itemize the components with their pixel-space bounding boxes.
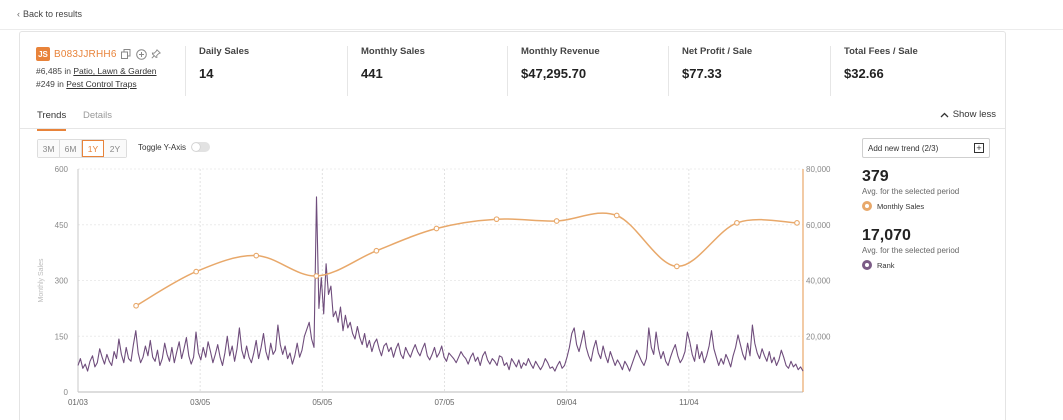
toggle-y-axis-label: Toggle Y-Axis [138, 143, 187, 152]
plus-square-icon: + [974, 143, 984, 153]
monthly-sales-point [613, 212, 620, 219]
metric-label: Daily Sales [199, 46, 250, 57]
y-left-tick-label: 0 [64, 388, 69, 397]
metric-monthly-sales: Monthly Sales 441 [347, 46, 425, 96]
metric-total-fees: Total Fees / Sale $32.66 [830, 46, 918, 96]
time-range-selector: 3M 6M 1Y 2Y [37, 139, 127, 158]
monthly-sales-average-caption: Avg. for the selected period [862, 187, 960, 196]
y-right-tick-label: 60,000 [806, 221, 831, 230]
add-new-trend-button[interactable]: Add new trend (2/3) + [862, 138, 990, 158]
x-tick-label: 01/03 [68, 398, 89, 407]
range-3m-button[interactable]: 3M [38, 140, 60, 157]
rank-average-caption: Avg. for the selected period [862, 246, 960, 255]
monthly-sales-point [673, 263, 680, 270]
y-right-tick-label: 80,000 [806, 165, 831, 174]
add-circle-icon[interactable] [135, 48, 147, 60]
rank-1-category-link[interactable]: Patio, Lawn & Garden [73, 66, 157, 76]
monthly-sales-line [135, 212, 798, 307]
metric-label: Monthly Revenue [521, 46, 600, 57]
trend-chart: 0 150 300 450 600 20,000 40,000 60,000 80,000 Mon… [38, 165, 831, 407]
pin-icon[interactable] [151, 49, 162, 60]
metric-label: Monthly Sales [361, 46, 425, 57]
monthly-sales-point [794, 220, 800, 226]
range-2y-button[interactable]: 2Y [104, 140, 126, 157]
copy-icon[interactable] [121, 49, 132, 60]
rank-legend-icon [862, 260, 872, 270]
metric-value: $77.33 [682, 66, 722, 81]
metric-daily-sales: Daily Sales 14 [185, 46, 249, 96]
metric-value: 441 [361, 66, 383, 81]
y-left-tick-label: 450 [55, 221, 69, 230]
legend-rank-label: Rank [877, 260, 895, 270]
y-right-tick-label: 40,000 [806, 277, 831, 286]
toggle-knob [192, 143, 200, 151]
range-6m-button[interactable]: 6M [60, 140, 82, 157]
tab-details[interactable]: Details [83, 110, 113, 121]
brand-logo: JS [36, 47, 50, 61]
monthly-sales-point [193, 268, 200, 275]
x-tick-label: 11/04 [679, 398, 699, 407]
metric-label: Total Fees / Sale [844, 46, 918, 57]
product-header: JS B083JJRHH6 #6,485 in Patio, Lawn & Ga… [20, 32, 1005, 102]
monthly-sales-average: 379 [862, 168, 889, 185]
x-tick-label: 07/05 [434, 398, 455, 407]
monthly-sales-point [253, 252, 260, 259]
product-info: JS B083JJRHH6 #6,485 in Patio, Lawn & Ga… [36, 46, 196, 90]
y-left-tick-label: 150 [55, 332, 69, 341]
rank-2-prefix: #249 in [36, 79, 67, 89]
top-bar: ‹ Back to results [0, 0, 1063, 30]
monthly-sales-legend-icon [862, 201, 872, 211]
metric-net-profit: Net Profit / Sale $77.33 [668, 46, 752, 96]
x-tick-label: 05/05 [312, 398, 333, 407]
rank-1-prefix: #6,485 in [36, 66, 74, 76]
chevron-up-icon [940, 112, 949, 117]
y-right-tick-label: 20,000 [806, 332, 831, 341]
monthly-sales-point [313, 273, 320, 279]
x-tick-label: 03/05 [190, 398, 211, 407]
legend-rank[interactable]: Rank [862, 260, 992, 270]
tabs-bar: Trends Details Show less [20, 102, 1005, 131]
rank-line-1: #6,485 in Patio, Lawn & Garden [36, 65, 196, 77]
monthly-sales-point [553, 218, 560, 224]
trend-summary-panel: Add new trend (2/3) + 379 Avg. for the s… [862, 138, 992, 270]
show-less-label: Show less [952, 109, 996, 120]
y-left-tick-label: 300 [55, 277, 69, 286]
back-link-label: Back to results [23, 9, 83, 19]
monthly-sales-point [433, 225, 440, 232]
metric-value: 14 [199, 66, 214, 81]
metric-value: $47,295.70 [521, 66, 587, 81]
metric-monthly-revenue: Monthly Revenue $47,295.70 [507, 46, 600, 96]
legend-monthly-sales-label: Monthly Sales [877, 201, 925, 211]
product-card: JS B083JJRHH6 #6,485 in Patio, Lawn & Ga… [19, 31, 1006, 420]
chevron-left-icon: ‹ [17, 9, 20, 19]
x-tick-label: 09/04 [557, 398, 578, 407]
add-trend-label: Add new trend (2/3) [868, 143, 939, 153]
back-to-results-link[interactable]: ‹ Back to results [17, 9, 82, 19]
metric-value: $32.66 [844, 66, 884, 81]
legend-monthly-sales[interactable]: Monthly Sales [862, 201, 992, 211]
y-left-axis-title: Monthly Sales [38, 258, 45, 302]
rank-average: 17,070 [862, 227, 911, 244]
tab-trends[interactable]: Trends [37, 110, 67, 131]
show-less-button[interactable]: Show less [940, 109, 996, 120]
monthly-sales-point [493, 216, 500, 223]
monthly-sales-point [734, 220, 740, 226]
y-left-tick-label: 600 [55, 165, 69, 174]
rank-line-2: #249 in Pest Control Traps [36, 78, 196, 90]
metric-label: Net Profit / Sale [682, 46, 753, 57]
range-1y-button[interactable]: 1Y [82, 140, 104, 157]
toggle-y-axis-switch[interactable] [191, 142, 210, 152]
rank-2-category-link[interactable]: Pest Control Traps [66, 79, 137, 89]
rank-line [77, 196, 804, 372]
asin-link[interactable]: B083JJRHH6 [54, 48, 117, 60]
monthly-sales-point [133, 302, 139, 309]
monthly-sales-point [373, 247, 380, 254]
